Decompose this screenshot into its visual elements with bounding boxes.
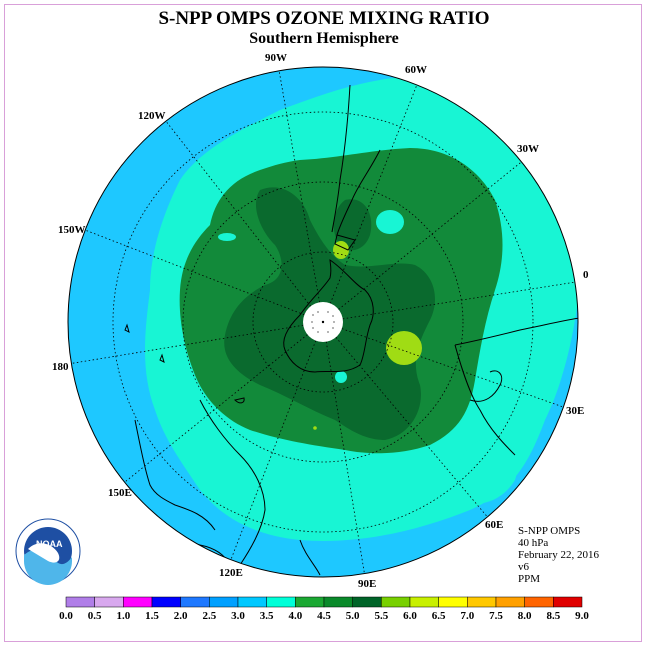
new-zealand-coast xyxy=(134,419,216,531)
colorbar-swatch xyxy=(352,596,382,608)
info-pressure: 40 hPa xyxy=(518,537,549,549)
colorbar-swatch xyxy=(65,596,95,608)
info-version: v6 xyxy=(518,561,529,573)
colorbar-swatch xyxy=(467,596,497,608)
colorbar-tick-label: 4.0 xyxy=(288,610,302,622)
colorbar-swatches xyxy=(65,596,583,608)
lon-label-150e: 150E xyxy=(108,487,132,499)
colorbar-ticks: 0.0 0.5 1.0 1.5 2.0 2.5 3.0 3.5 4.0 4.5 5.0 5.5 6.0 6… xyxy=(59,610,589,622)
lon-label-90e: 90E xyxy=(358,578,376,590)
noaa-logo-text: NOAA xyxy=(36,539,63,549)
colorbar-swatch xyxy=(237,596,267,608)
colorbar-tick-label: 1.5 xyxy=(145,610,159,622)
coastlines xyxy=(124,84,578,576)
ozone-band-5-0-east xyxy=(386,331,422,365)
island-3 xyxy=(159,353,165,363)
colorbar-tick-label: 5.0 xyxy=(346,610,360,622)
pole-cap-dots xyxy=(311,311,335,333)
south-america-east-coast xyxy=(336,149,381,236)
map-subtitle: Southern Hemisphere xyxy=(249,30,399,47)
colorbar-tick-label: 4.5 xyxy=(317,610,331,622)
colorbar-swatch xyxy=(295,596,325,608)
lon-label-30e: 30E xyxy=(566,405,584,417)
colorbar-tick-label: 7.0 xyxy=(460,610,474,622)
colorbar-tick-label: 2.5 xyxy=(202,610,216,622)
colorbar-swatch xyxy=(180,596,210,608)
ozone-band-5-0-speck xyxy=(313,426,317,430)
ozone-band-4-5-north xyxy=(333,199,372,251)
info-block: S-NPP OMPS 40 hPa February 22, 2016 v6 P… xyxy=(518,525,599,585)
info-units: PPM xyxy=(518,573,541,585)
colorbar-tick-label: 3.5 xyxy=(260,610,274,622)
ozone-band-3-5-pocket xyxy=(376,210,404,234)
ozone-band-5-0-north xyxy=(333,241,349,259)
ozone-band-3-5-south xyxy=(456,437,519,504)
info-date: February 22, 2016 xyxy=(518,549,599,561)
colorbar-tick-label: 9.0 xyxy=(575,610,589,622)
island-2 xyxy=(124,323,130,333)
colorbar-swatch xyxy=(409,596,439,608)
lon-label-180: 180 xyxy=(52,361,69,373)
map-title: S-NPP OMPS OZONE MIXING RATIO xyxy=(158,8,490,29)
info-instrument: S-NPP OMPS xyxy=(518,525,581,537)
colorbar-tick-label: 6.0 xyxy=(403,610,417,622)
colorbar-swatch xyxy=(151,596,181,608)
south-america-coast xyxy=(331,84,351,233)
africa-coast xyxy=(454,317,578,346)
colorbar-swatch xyxy=(123,596,153,608)
colorbar-tick-label: 2.0 xyxy=(174,610,188,622)
colorbar-swatch xyxy=(524,596,554,608)
colorbar-tick-label: 0.0 xyxy=(59,610,73,622)
colorbar-tick-label: 0.5 xyxy=(88,610,102,622)
colorbar-tick-label: 7.5 xyxy=(489,610,503,622)
longitude-labels: 90W 60W 30W 0 30E 60E 90E 120E 150E 180 … xyxy=(52,52,589,590)
colorbar-swatch xyxy=(266,596,296,608)
page-frame xyxy=(4,4,642,642)
antarctica-coast xyxy=(283,259,374,373)
colorbar-tick-label: 3.0 xyxy=(231,610,245,622)
map-boundary xyxy=(67,66,579,578)
colorbar-swatch xyxy=(323,596,353,608)
island-1 xyxy=(234,397,245,404)
colorbar-tick-label: 8.0 xyxy=(518,610,532,622)
ozone-band-3-5-pocket-west xyxy=(218,233,236,241)
australia-west-coast xyxy=(199,399,266,566)
colorbar-swatch xyxy=(495,596,525,608)
colorbar-swatch xyxy=(94,596,124,608)
lon-label-120e: 120E xyxy=(219,567,243,579)
colorbar-swatch xyxy=(381,596,411,608)
colorbar-tick-label: 6.5 xyxy=(432,610,446,622)
lon-label-30w: 30W xyxy=(517,143,539,155)
latitude-grid xyxy=(112,111,534,533)
colorbar-tick-label: 8.5 xyxy=(546,610,560,622)
colorbar-swatch xyxy=(209,596,239,608)
ozone-band-3-5-pocket-south xyxy=(335,371,347,383)
lon-label-0: 0 xyxy=(583,269,589,281)
lon-label-150w: 150W xyxy=(58,224,86,236)
tierra-del-fuego xyxy=(334,234,356,251)
colorbar-tick-label: 1.0 xyxy=(116,610,130,622)
colorbar-tick-label: 5.5 xyxy=(374,610,388,622)
colorbar-swatch xyxy=(553,596,583,608)
colorbar-swatch xyxy=(438,596,468,608)
lon-label-60w: 60W xyxy=(405,64,427,76)
lon-label-60e: 60E xyxy=(485,519,503,531)
lon-label-120w: 120W xyxy=(138,110,166,122)
meridian-grid xyxy=(68,69,578,577)
lon-label-90w: 90W xyxy=(265,52,287,64)
africa-south-coast xyxy=(454,344,516,456)
noaa-logo: NOAA xyxy=(15,518,81,585)
madagascar xyxy=(469,370,503,402)
australia-south-coast xyxy=(299,539,321,576)
